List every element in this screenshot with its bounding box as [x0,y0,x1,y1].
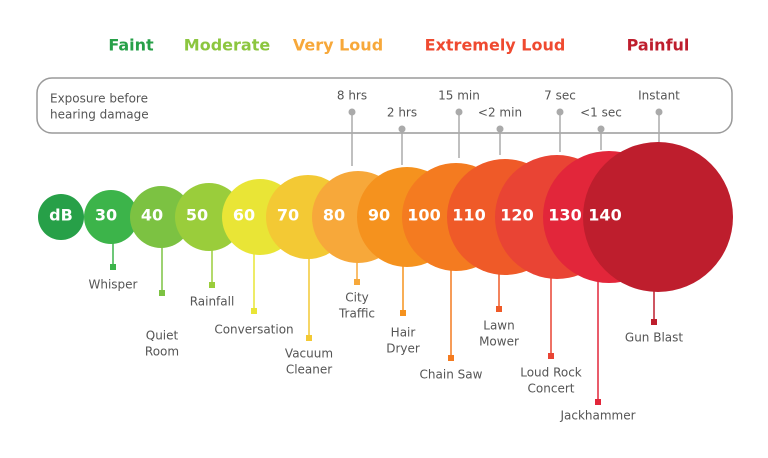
sound-source: Vacuum [285,347,333,361]
pin-dot [400,310,406,316]
pin-dot [595,399,601,405]
category-label: Very Loud [293,36,383,55]
db-unit: dB [49,206,73,225]
exposure-time: 15 min [438,89,480,103]
db-value: 50 [186,206,208,225]
pin-dot [651,319,657,325]
db-value: 130 [548,206,581,225]
sound-source: Traffic [338,307,375,321]
category-label: Faint [108,36,154,55]
category-label: Painful [627,36,690,55]
sound-source: Loud Rock [520,366,582,380]
sound-source: Cleaner [286,363,332,377]
level-circle [38,194,84,240]
sound-source: Gun Blast [625,331,683,345]
db-value: 110 [452,206,485,225]
sound-source: Quiet [146,329,179,343]
category-label: Extremely Loud [425,36,566,55]
pin-dot [110,264,116,270]
pin-dot [251,308,257,314]
pin-dot [455,108,463,116]
pin-dot [209,282,215,288]
pin-dot [306,335,312,341]
exposure-time: 8 hrs [337,89,367,103]
exposure-box [36,77,733,134]
db-value: 120 [500,206,533,225]
sound-source: Conversation [214,323,293,337]
sound-source: Rainfall [190,295,235,309]
pin-dot [556,108,564,116]
exposure-time: <2 min [478,106,522,120]
exposure-time: <1 sec [580,106,622,120]
db-value: 90 [368,206,390,225]
pin-dot [348,108,356,116]
pin-dot [496,125,504,133]
sound-source: Room [145,345,179,359]
db-value: 40 [141,206,163,225]
pin-dot [597,125,605,133]
pin-dot [448,355,454,361]
sound-source: Hair [391,326,416,340]
exposure-label: hearing damage [50,108,149,122]
db-value: 100 [407,206,440,225]
sound-source: Concert [528,382,575,396]
db-value: 30 [95,206,117,225]
level-circle [583,142,733,292]
category-label: Moderate [184,36,271,55]
sound-source: Whisper [89,278,138,292]
exposure-time: 2 hrs [387,106,417,120]
sound-source: Lawn [483,319,514,333]
db-value: 80 [323,206,345,225]
level-circle [175,183,243,251]
pin-dot [548,353,554,359]
pin-dot [655,108,663,116]
exposure-time: 7 sec [544,89,576,103]
sound-source: Jackhammer [559,409,635,423]
pin-dot [354,279,360,285]
exposure-time: Instant [638,89,680,103]
sound-source: Dryer [386,342,420,356]
level-circle [130,186,192,248]
level-circle [84,190,138,244]
db-value: 70 [277,206,299,225]
sound-source: City [345,291,369,305]
exposure-label: Exposure before [50,92,148,106]
db-value: 60 [233,206,255,225]
pin-dot [398,125,406,133]
sound-source: Chain Saw [420,368,483,382]
pin-dot [496,306,502,312]
db-value: 140 [588,206,621,225]
pin-dot [159,290,165,296]
sound-source: Mower [479,335,519,349]
